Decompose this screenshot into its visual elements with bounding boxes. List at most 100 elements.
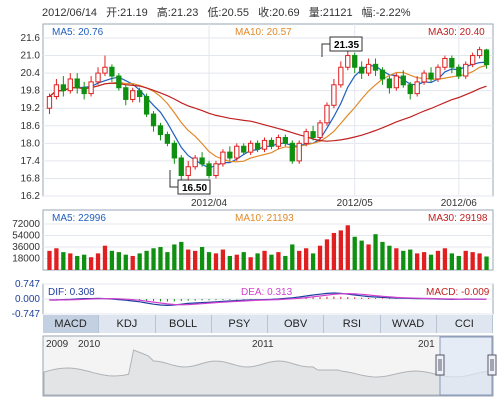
volume-bar [88,257,94,270]
candle-body [470,55,476,65]
quote-open: 开:21.19 [106,7,148,19]
volume-bar [241,252,246,270]
candle-body [476,49,483,57]
candle-body [268,139,275,147]
candle-body [248,142,254,153]
volume-bar [401,250,406,270]
tab-kdj[interactable]: KDJ [99,315,156,333]
volume-bar [331,232,337,270]
volume-bar [206,252,212,270]
volume-bar [366,244,371,270]
volume-y-tick-label: 54000 [12,231,40,242]
volume-bar [123,254,128,270]
ma5-line [49,61,487,169]
tab-macd[interactable]: MACD [43,315,100,333]
candle-body [123,87,129,100]
volume-bar [380,241,385,270]
tab-cci[interactable]: CCI [436,315,493,333]
tab-obv[interactable]: OBV [268,315,325,333]
nav-label-2011: 2011 [252,339,274,350]
quote-volume: 量:21121 [308,7,353,19]
volume-bar [373,234,378,270]
price-x-tick-label: 2012/05 [337,198,374,209]
volume-bar [394,248,399,270]
volume-bar [199,247,205,270]
volume-bar [297,250,302,270]
tab-psy[interactable]: PSY [211,315,268,333]
quote-change: 幅:-2.22% [361,7,411,19]
volume-bar [470,252,475,270]
price-x-tick-label: 2012/06 [441,198,478,209]
volume-bar [137,253,142,270]
navigator-right-handle[interactable] [487,354,497,376]
candle-body [303,131,309,144]
volume-bar [283,255,288,270]
price-y-tick-label: 19.2 [21,103,41,114]
price-y-tick-label: 18.0 [21,138,41,149]
candle-body [60,84,66,92]
candle-body [88,81,94,95]
candle-body [254,142,261,150]
candle-body [116,75,122,89]
volume-bar [109,250,115,270]
tab-rsi[interactable]: RSI [324,315,381,333]
volume-y-tick-label: 72000 [12,219,40,230]
volume-bar [158,247,163,270]
volume-bar [276,252,281,270]
volume-bar [463,250,468,270]
candle-body [192,157,198,168]
candle-body [234,145,240,159]
candle-body [81,87,87,95]
navigator-selection[interactable] [439,336,493,396]
nav-label-201x: 201 [418,339,435,350]
volume-bar [144,250,149,270]
tab-wvad[interactable]: WVAD [380,315,437,333]
candle-body [199,157,205,165]
volume-bar [484,256,489,270]
volume-bar [248,257,253,270]
candle-body [220,151,226,165]
volume-bar [186,249,191,270]
volume-ma5-legend: MA5: 22996 [52,213,106,224]
volume-bar [82,254,87,270]
price-x-tick-label: 2012/04 [191,198,228,209]
candle-body [324,104,330,124]
candle-body [157,125,164,136]
candle-body [46,96,53,109]
candle-body [296,142,302,162]
candle-body [289,142,295,162]
price-ma5-legend: MA5: 20.76 [52,27,104,38]
candle-body [213,163,219,177]
volume-bar [130,255,135,270]
candle-body [428,72,434,80]
volume-y-tick-label: 18000 [12,254,40,265]
navigator-overview-area [43,349,493,396]
volume-bar [61,252,66,270]
candle-body [442,57,448,68]
nav-label-2009: 2009 [46,339,69,350]
price-y-tick-label: 16.2 [21,191,41,202]
price-y-tick-label: 21.0 [21,51,41,62]
macd-value-legend: MACD: -0.009 [426,287,490,298]
volume-bar [75,255,80,270]
volume-ma10-legend: MA10: 21193 [235,213,294,224]
volume-bar [227,255,232,270]
volume-bar [387,245,392,270]
tab-boll[interactable]: BOLL [155,315,212,333]
low-marker: 16.50 [169,170,211,195]
navigator-left-handle[interactable] [435,354,445,376]
ma10-line [49,64,487,163]
candle-body [261,139,268,150]
candle-body [456,66,462,77]
candle-body [282,136,288,144]
candle-body [352,55,358,68]
volume-bar [456,255,461,270]
candle-body [379,69,386,80]
volume-bar [338,230,343,270]
volume-bar [213,253,219,270]
candle-body [421,72,427,83]
candle-body [372,63,379,71]
quote-date: 2012/06/14 [42,7,98,19]
